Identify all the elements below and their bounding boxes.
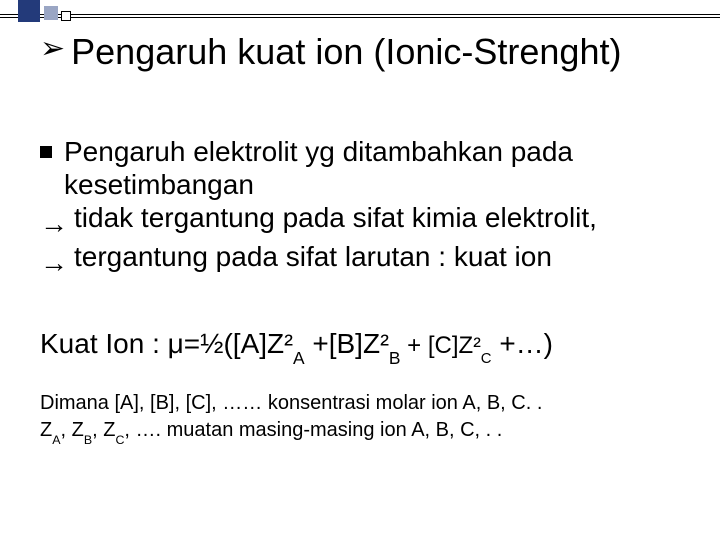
slide-title: ➢Pengaruh kuat ion (Ionic-Strenght) xyxy=(40,32,680,72)
arrow-icon: → xyxy=(40,207,68,240)
slide: ➢Pengaruh kuat ion (Ionic-Strenght) Peng… xyxy=(0,0,720,540)
footnote-line-2: ZA, ZB, ZC, …. muatan masing-masing ion … xyxy=(40,417,542,446)
bullet-text: Pengaruh elektrolit yg ditambahkan pada … xyxy=(64,135,680,201)
formula: Kuat Ion : μ=½([A]Z²A +[B]Z²B + [C]Z²C +… xyxy=(40,328,553,365)
arrow-text: tergantung pada sifat larutan : kuat ion xyxy=(74,240,552,273)
chevron-icon: ➢ xyxy=(40,32,65,66)
formula-text: Kuat Ion : μ=½([A]Z²A +[B]Z²B + [C]Z²C +… xyxy=(40,328,553,359)
slide-body: Pengaruh elektrolit yg ditambahkan pada … xyxy=(40,135,680,279)
header-decoration xyxy=(0,0,720,32)
arrow-line-1: →tidak tergantung pada sifat kimia elekt… xyxy=(40,201,680,240)
header-square-3 xyxy=(61,11,71,21)
square-bullet-icon xyxy=(40,146,52,158)
footnote-line-1: Dimana [A], [B], [C], …… konsentrasi mol… xyxy=(40,390,542,417)
arrow-line-2: →tergantung pada sifat larutan : kuat io… xyxy=(40,240,680,279)
arrow-list: →tidak tergantung pada sifat kimia elekt… xyxy=(40,201,680,279)
bullet-item: Pengaruh elektrolit yg ditambahkan pada … xyxy=(40,135,680,201)
arrow-text: tidak tergantung pada sifat kimia elektr… xyxy=(74,201,597,234)
title-text: Pengaruh kuat ion (Ionic-Strenght) xyxy=(71,31,621,72)
header-line-2 xyxy=(0,17,720,18)
header-square-1 xyxy=(18,0,40,22)
arrow-icon: → xyxy=(40,246,68,279)
footnote: Dimana [A], [B], [C], …… konsentrasi mol… xyxy=(40,390,542,446)
header-square-2 xyxy=(44,6,58,20)
header-line-1 xyxy=(0,14,720,15)
